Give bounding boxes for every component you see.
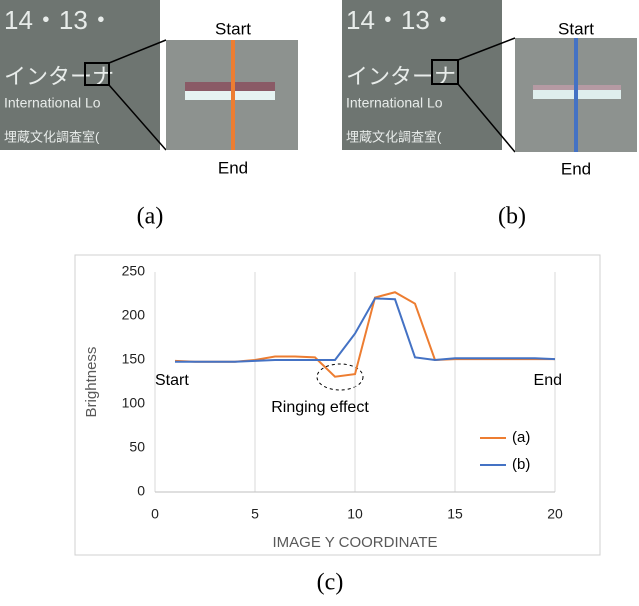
legend-label: (a) [512, 429, 530, 446]
y-tick-label: 150 [122, 351, 146, 367]
y-axis-label: Brightness [83, 347, 100, 418]
x-tick-label: 5 [251, 506, 259, 522]
caption: (b) [498, 204, 526, 230]
x-tick-label: 20 [547, 506, 563, 522]
end-label: End [561, 159, 591, 178]
zoom-stroke [185, 91, 275, 100]
photo-text: 14・13・ [4, 5, 114, 35]
series-line [175, 292, 555, 376]
x-tick-label: 0 [151, 506, 159, 522]
y-tick-label: 50 [129, 439, 145, 455]
annotation: End [534, 372, 562, 389]
y-tick-label: 100 [122, 395, 146, 411]
photo-text: 埋蔵文化調査室( [346, 129, 442, 144]
y-tick-label: 0 [137, 483, 145, 499]
photo-text: 埋蔵文化調査室( [4, 129, 100, 144]
figure: 14・13・ インターナ International Lo 埋蔵文化調査室( S… [0, 0, 639, 601]
legend-label: (b) [512, 456, 530, 473]
series-line [175, 298, 555, 361]
start-label: Start [215, 19, 251, 38]
caption: (a) [137, 204, 164, 230]
photo-text: International Lo [4, 95, 101, 111]
caption: (c) [317, 570, 344, 596]
x-tick-label: 10 [347, 506, 363, 522]
page: 14・13・ インターナ International Lo 埋蔵文化調査室( S… [0, 0, 639, 606]
zoom-stroke [185, 82, 275, 91]
x-axis-label: IMAGE Y COORDINATE [272, 534, 437, 551]
photo-text: インターナ [346, 64, 456, 89]
end-label: End [218, 158, 248, 177]
annotation: Start [155, 372, 189, 389]
y-tick-label: 200 [122, 307, 146, 323]
photo-text: 14・13・ [346, 5, 456, 35]
photo-text: International Lo [346, 95, 443, 111]
x-tick-label: 15 [447, 506, 463, 522]
panel-b: 14・13・ インターナ International Lo 埋蔵文化調査室( S… [342, 0, 637, 230]
start-label: Start [558, 19, 594, 38]
y-tick-label: 250 [122, 263, 146, 279]
panel-a: 14・13・ インターナ International Lo 埋蔵文化調査室( S… [0, 0, 298, 230]
annotation: Ringing effect [271, 399, 369, 416]
